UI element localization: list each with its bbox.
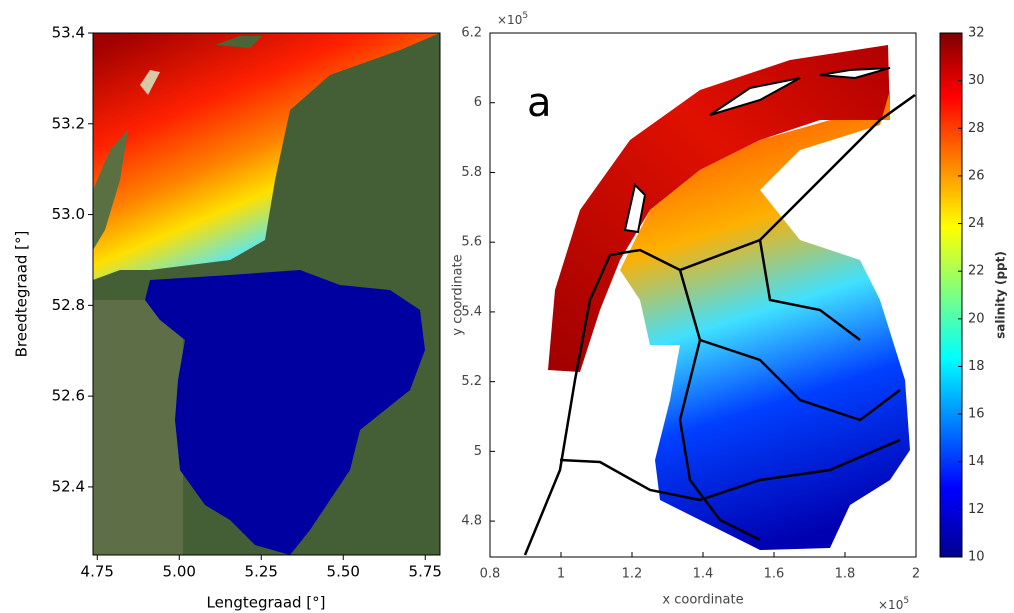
colorbar-tick-label: 32: [968, 26, 985, 41]
y-tick-label: 4.8: [461, 514, 482, 529]
colorbar-tick-label: 20: [968, 311, 985, 326]
x-tick-label: 1.6: [764, 567, 785, 582]
x-tick-label: 1: [557, 567, 565, 582]
y-tick-label: 6: [474, 95, 482, 110]
x-axis-label: Lengtegraad [°]: [206, 594, 325, 612]
x-tick-label: 2: [912, 567, 920, 582]
island: [709, 77, 801, 116]
colorbar-tick-label: 22: [968, 264, 985, 279]
x-exponent: ×105: [878, 596, 909, 612]
x-tick-label: 5.00: [163, 563, 196, 581]
y-tick-label: 5.4: [461, 304, 482, 319]
lake: [145, 270, 425, 555]
river: [699, 338, 901, 422]
x-tick-label: 1.2: [622, 567, 643, 582]
colorbar-tick-label: 16: [968, 407, 985, 422]
y-tick-label: 53.2: [52, 114, 85, 132]
y-tick-label: 52.4: [52, 477, 85, 495]
island: [623, 183, 647, 234]
colorbar-tick-label: 18: [968, 359, 985, 374]
colorbar-tick-label: 10: [968, 550, 985, 565]
y-axis-label: Breedtegraad [°]: [13, 231, 31, 358]
y-tick-label: 53.4: [52, 24, 85, 42]
colorbar-tick-label: 26: [968, 168, 985, 183]
y-tick-label: 5.8: [461, 165, 482, 180]
y-tick-label: 52.8: [52, 296, 85, 314]
y-tick-label: 52.6: [52, 387, 85, 405]
colorbar-tick-label: 12: [968, 502, 985, 517]
colorbar-label: salinity (ppt): [994, 251, 1008, 339]
y-exponent: ×105: [497, 11, 528, 27]
y-tick-label: 5.2: [461, 374, 482, 389]
y-axis-label: y coordinate: [451, 254, 466, 335]
x-tick-label: 4.75: [81, 563, 114, 581]
x-axis-label: x coordinate: [662, 593, 743, 608]
colorbar-tick-label: 24: [968, 216, 985, 231]
x-tick-label: 1.8: [835, 567, 856, 582]
river: [559, 438, 901, 502]
colorbar-tick-label: 28: [968, 121, 985, 136]
y-tick-label: 53.0: [52, 205, 85, 223]
panel-label: a: [527, 80, 552, 126]
x-tick-label: 1.4: [693, 567, 714, 582]
river: [758, 239, 861, 341]
land: [93, 300, 183, 555]
x-tick-label: 5.50: [327, 563, 360, 581]
x-tick-label: 0.8: [480, 567, 501, 582]
island: [819, 67, 891, 80]
y-tick-label: 5: [474, 444, 482, 459]
colorbar-tick-label: 30: [968, 73, 985, 88]
island: [215, 36, 262, 48]
x-tick-label: 5.75: [409, 563, 442, 581]
colorbar: [939, 32, 963, 558]
y-tick-label: 6.2: [461, 26, 482, 41]
x-tick-label: 5.25: [245, 563, 278, 581]
island: [140, 70, 160, 95]
y-tick-label: 5.6: [461, 235, 482, 250]
sea: [93, 33, 440, 280]
colorbar-tick-label: 14: [968, 454, 985, 469]
estuary: [620, 90, 910, 550]
coastline: [523, 93, 916, 556]
axes-box: [92, 32, 441, 556]
island: [93, 130, 128, 250]
river: [678, 269, 761, 542]
